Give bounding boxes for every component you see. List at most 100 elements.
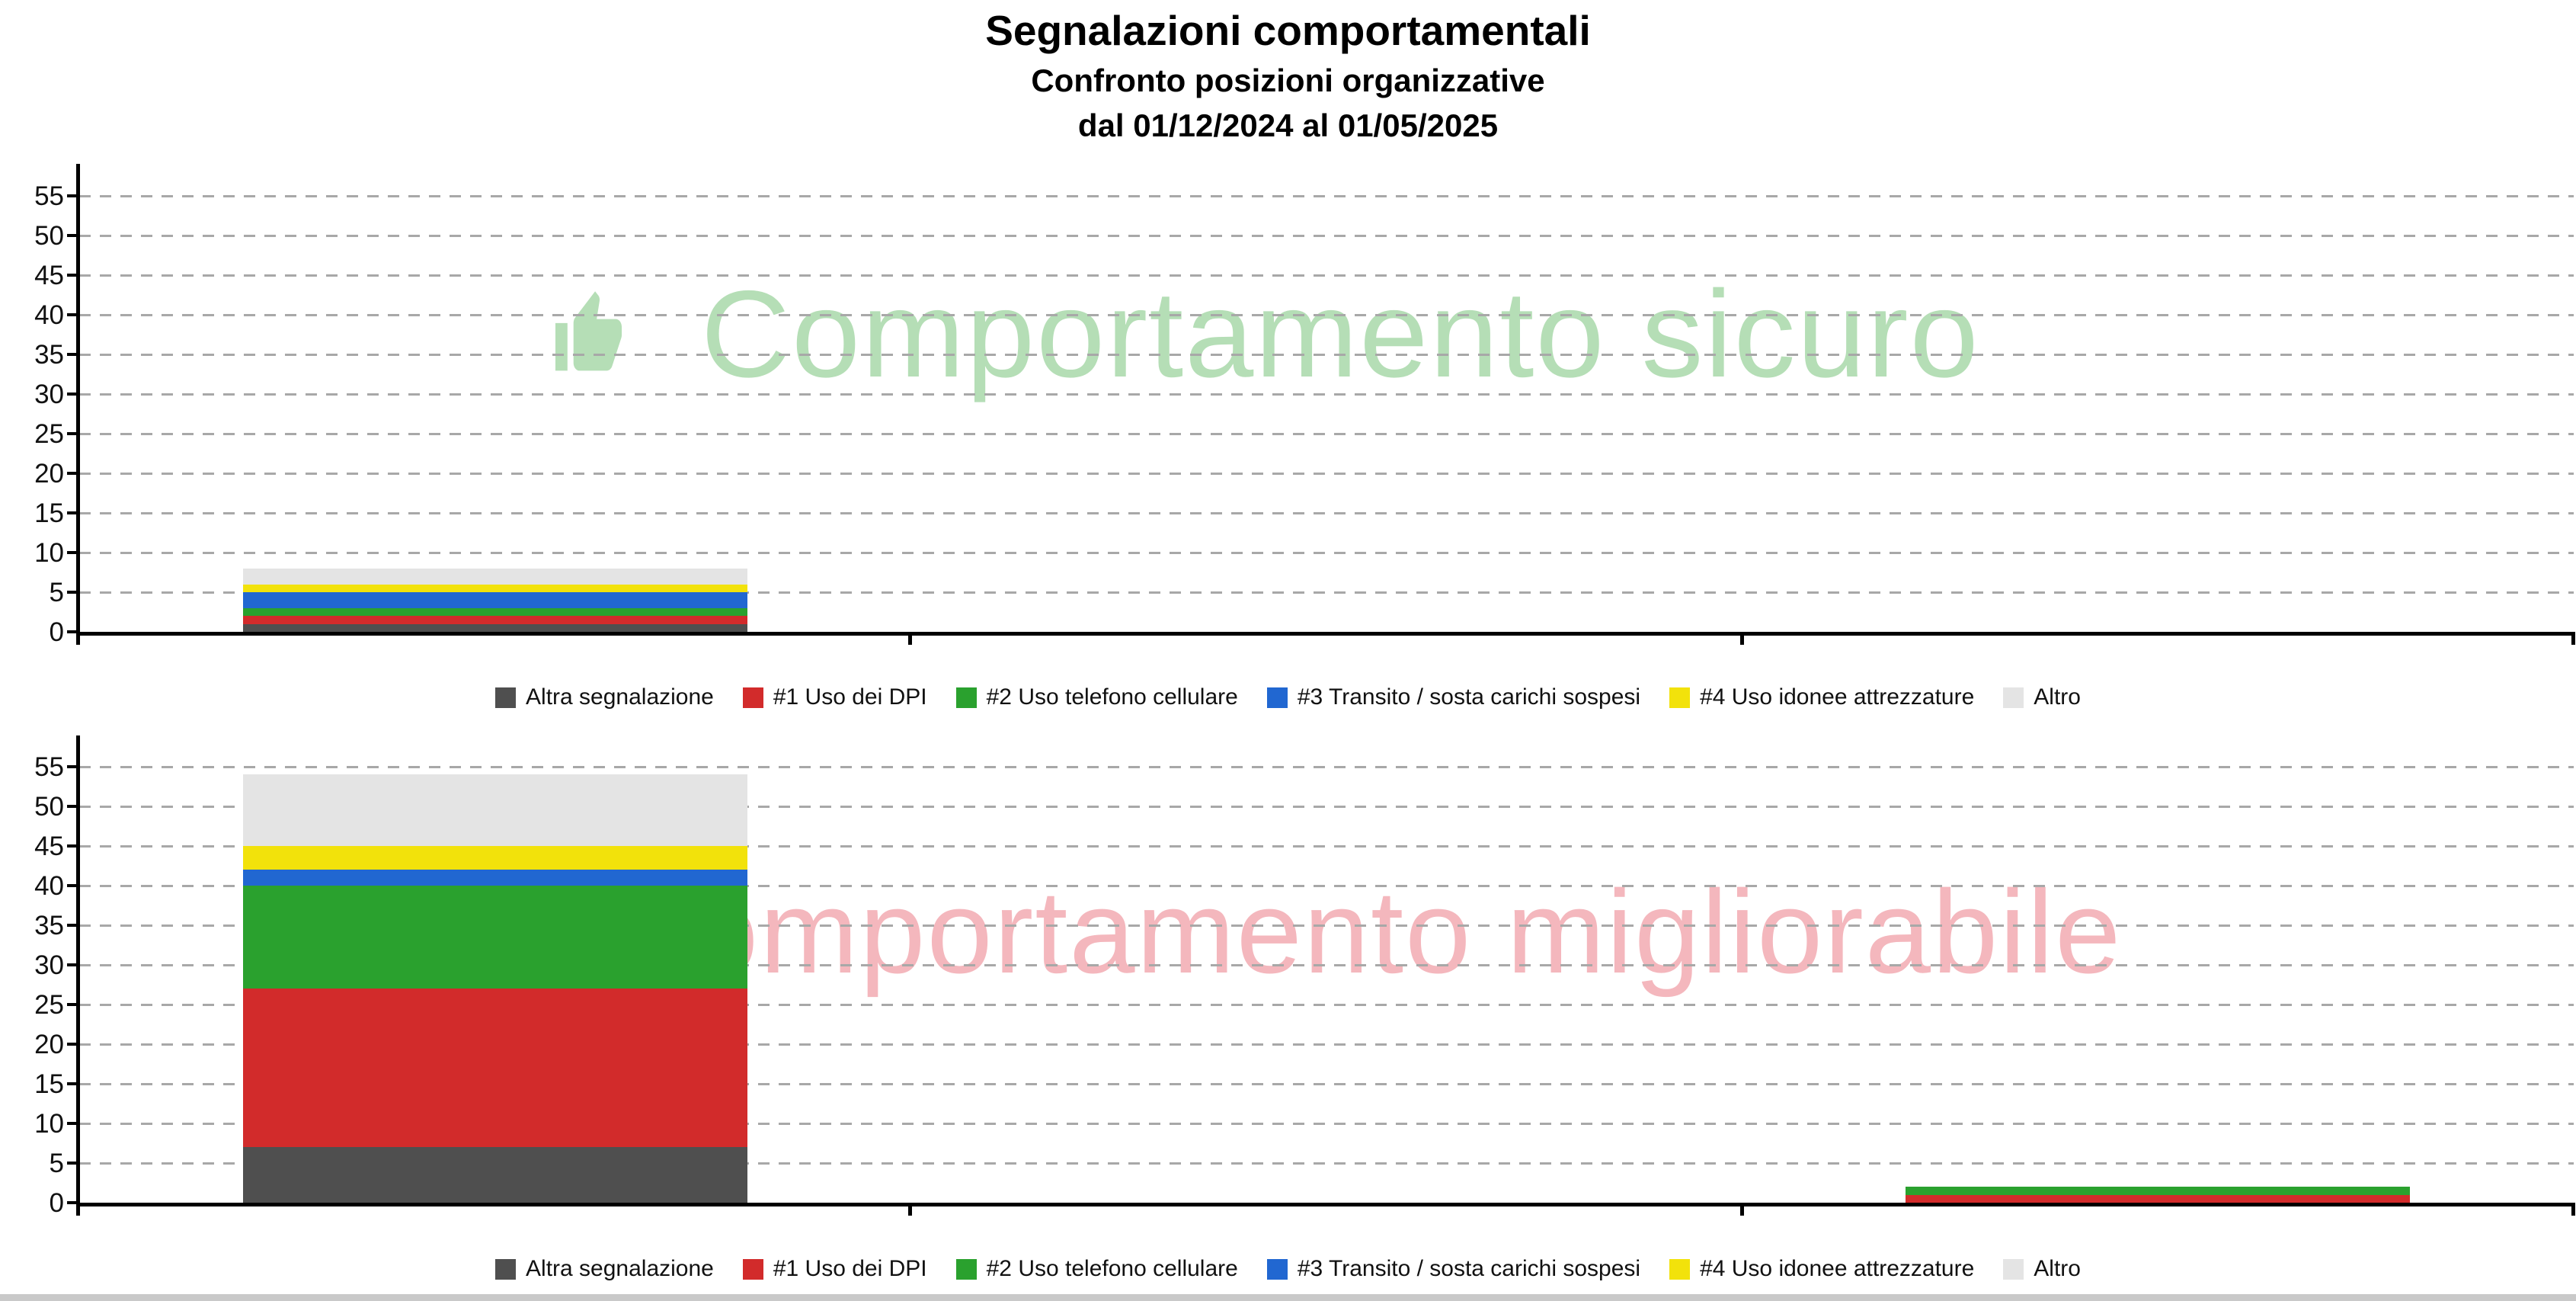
gridline-y-15 xyxy=(79,1083,2574,1085)
legend-label: #1 Uso dei DPI xyxy=(773,1256,927,1281)
legend-label: #3 Transito / sosta carichi sospesi xyxy=(1297,684,1641,710)
bar-segment-cat1-series1 xyxy=(242,623,747,632)
legend-item-6: Altro xyxy=(2003,684,2081,710)
legend-item-2: #1 Uso dei DPI xyxy=(742,1256,927,1282)
y-tick-mark xyxy=(67,963,79,966)
y-tick-mark xyxy=(67,353,79,356)
gridline-y-5 xyxy=(79,1162,2574,1165)
legend-label: #4 Uso idonee attrezzature xyxy=(1700,684,1975,710)
y-tick-mark xyxy=(67,591,79,594)
y-tick-mark xyxy=(67,194,79,197)
gridline-y-55 xyxy=(79,766,2574,768)
legend-label: Altra segnalazione xyxy=(526,684,714,710)
y-tick-mark xyxy=(67,630,79,633)
watermark-text: Comportamento migliorabile xyxy=(606,866,2123,998)
y-tick-label: 55 xyxy=(34,752,64,782)
gridline-y-5 xyxy=(79,591,2574,594)
legend-swatch xyxy=(495,687,517,708)
y-tick-label: 25 xyxy=(34,990,64,1020)
legend-label: Altro xyxy=(2034,1256,2081,1281)
y-tick-label: 5 xyxy=(49,1149,64,1178)
legend-item-5: #4 Uso idonee attrezzature xyxy=(1669,1256,1974,1282)
chart-comportamento-migliorabile: Comportamento migliorabile 0 5 10 15 20 25 30 35… xyxy=(0,724,2576,1227)
legend-swatch xyxy=(742,1258,763,1280)
legend-swatch xyxy=(1266,687,1288,708)
x-axis-tick-1 xyxy=(908,632,913,645)
bar-segment-cat1-series6 xyxy=(242,568,747,585)
bar-segment-cat1-series4 xyxy=(242,870,747,886)
y-tick-label: 40 xyxy=(34,871,64,901)
report-header: Segnalazioni comportamentali Confronto p… xyxy=(0,7,2576,144)
chart-comportamento-sicuro: Comportamento sicuro 0 5 10 15 20 25 30 35 40 45 50… xyxy=(0,152,2576,655)
bar-segment-cat3-series3 xyxy=(1906,1187,2411,1195)
y-tick-label: 35 xyxy=(34,340,64,370)
y-tick-label: 10 xyxy=(34,538,64,568)
bar-segment-cat1-series3 xyxy=(242,607,747,617)
watermark: Comportamento sicuro xyxy=(552,273,1980,396)
legend-swatch xyxy=(495,1258,517,1280)
y-tick-mark xyxy=(67,1043,79,1046)
bar-segment-cat1-series5 xyxy=(242,846,747,870)
y-tick-mark xyxy=(67,1003,79,1006)
legend-label: Altro xyxy=(2034,684,2081,710)
watermark-text: Comportamento sicuro xyxy=(701,265,1980,403)
gridline-y-40 xyxy=(79,885,2574,887)
y-tick-label: 20 xyxy=(34,459,64,489)
y-tick-label: 35 xyxy=(34,911,64,941)
gridline-y-10 xyxy=(79,552,2574,554)
y-tick-label: 15 xyxy=(34,498,64,528)
y-tick-mark xyxy=(67,511,79,514)
gridline-y-50 xyxy=(79,806,2574,808)
y-tick-label: 20 xyxy=(34,1030,64,1059)
x-axis xyxy=(76,1203,2574,1206)
legend-item-5: #4 Uso idonee attrezzature xyxy=(1669,684,1974,710)
gridline-y-55 xyxy=(79,195,2574,197)
gridline-y-20 xyxy=(79,473,2574,475)
legend-bottom-chart: Altra segnalazione #1 Uso dei DPI #2 Uso t… xyxy=(0,1252,2576,1286)
legend-swatch xyxy=(742,687,763,708)
bar-segment-cat1-series1 xyxy=(242,1147,747,1203)
legend-label: #4 Uso idonee attrezzature xyxy=(1700,1256,1975,1281)
y-tick-mark xyxy=(67,551,79,554)
y-tick-label: 15 xyxy=(34,1069,64,1099)
y-tick-mark xyxy=(67,432,79,435)
x-axis-tick-2 xyxy=(1739,632,1744,645)
gridline-y-35 xyxy=(79,354,2574,356)
legend-label: #3 Transito / sosta carichi sospesi xyxy=(1297,1256,1641,1281)
y-tick-mark xyxy=(67,234,79,237)
legend-item-2: #1 Uso dei DPI xyxy=(742,684,927,710)
gridline-y-40 xyxy=(79,314,2574,316)
legend-label: #2 Uso telefono cellulare xyxy=(986,1256,1238,1281)
y-tick-label: 45 xyxy=(34,832,64,861)
x-axis-tick-3 xyxy=(2571,632,2575,645)
y-tick-label: 55 xyxy=(34,181,64,211)
legend-swatch xyxy=(955,1258,977,1280)
x-axis-tick-2 xyxy=(1739,1203,1744,1216)
legend-item-4: #3 Transito / sosta carichi sospesi xyxy=(1266,684,1641,710)
y-tick-label: 45 xyxy=(34,261,64,290)
page-title: Segnalazioni comportamentali xyxy=(985,7,1591,54)
y-tick-mark xyxy=(67,924,79,927)
y-tick-mark xyxy=(67,472,79,475)
legend-swatch xyxy=(2003,1258,2024,1280)
legend-item-4: #3 Transito / sosta carichi sospesi xyxy=(1266,1256,1641,1282)
legend-item-3: #2 Uso telefono cellulare xyxy=(955,1256,1238,1282)
legend-swatch xyxy=(955,687,977,708)
gridline-y-10 xyxy=(79,1123,2574,1125)
gridline-y-35 xyxy=(79,924,2574,927)
y-tick-label: 25 xyxy=(34,419,64,449)
window-bottom-strip xyxy=(0,1294,2576,1301)
legend-label: #1 Uso dei DPI xyxy=(773,684,927,710)
bar-segment-cat1-series6 xyxy=(242,774,747,846)
gridline-y-25 xyxy=(79,1004,2574,1006)
gridline-y-30 xyxy=(79,393,2574,396)
gridline-y-20 xyxy=(79,1043,2574,1046)
legend-top-chart: Altra segnalazione #1 Uso dei DPI #2 Uso t… xyxy=(0,681,2576,714)
x-axis xyxy=(76,632,2574,636)
bar-segment-cat1-series3 xyxy=(242,886,747,989)
bar-segment-cat3-series2 xyxy=(1906,1194,2411,1203)
y-tick-mark xyxy=(67,274,79,277)
date-range: dal 01/12/2024 al 01/05/2025 xyxy=(1077,107,1499,143)
y-tick-mark xyxy=(67,1122,79,1125)
y-tick-label: 0 xyxy=(49,1188,64,1218)
